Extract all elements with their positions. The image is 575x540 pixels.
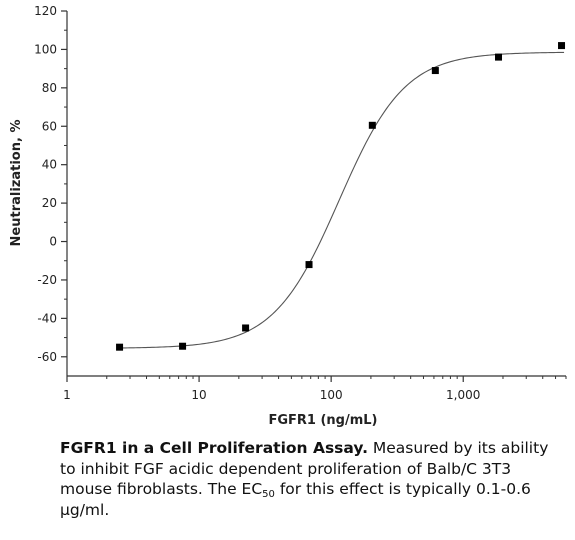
y-tick-label: 100 [34,42,57,56]
data-point [305,261,313,269]
data-point [179,342,187,350]
y-tick-label: -40 [37,311,57,325]
x-axis-title: FGFR1 (ng/mL) [268,413,377,428]
y-tick-label: 20 [42,196,57,210]
y-tick-label: 120 [34,4,57,18]
y-tick-label: 60 [42,119,57,133]
y-tick-label: -60 [37,350,57,364]
x-tick-label: 1,000 [446,388,480,402]
data-point [368,121,376,129]
y-tick-label: 0 [49,235,57,249]
caption-subscript: 50 [262,489,275,500]
data-point [242,324,250,332]
y-tick-label: -20 [37,273,57,287]
figure-caption: FGFR1 in a Cell Proliferation Assay. Mea… [60,438,566,520]
data-point [431,67,439,75]
data-point [116,343,124,351]
data-point [495,53,503,61]
y-axis-title: Neutralization, % [9,120,24,247]
y-tick-label: 80 [42,81,57,95]
x-tick-label: 1 [63,388,71,402]
x-tick-label: 100 [320,388,343,402]
data-point [558,42,566,50]
caption-text-end: for this effect is typically 0.1-0.6 µg/… [60,480,531,519]
caption-title: FGFR1 in a Cell Proliferation Assay. [60,439,368,457]
fit-curve [119,51,565,349]
caption-text: Measured by its ability to inhibit FGF a… [60,439,549,498]
y-tick-label: 40 [42,158,57,172]
x-tick-label: 10 [191,388,206,402]
data-points [116,42,566,351]
